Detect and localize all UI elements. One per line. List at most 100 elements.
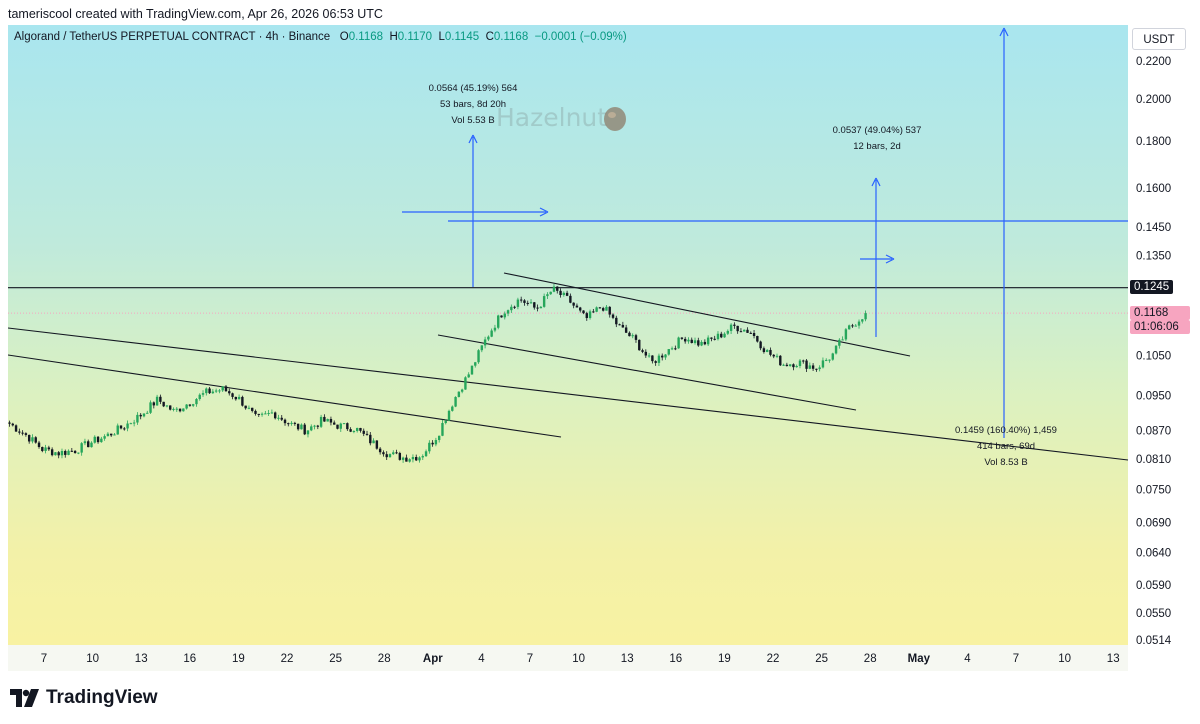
time-tick-label: 22: [767, 653, 780, 665]
candle-body: [716, 333, 720, 340]
candle-body: [401, 457, 405, 460]
candle-body: [201, 393, 205, 395]
candle-body: [729, 324, 733, 331]
high-label: H: [389, 31, 398, 43]
candle-body: [615, 317, 618, 325]
candle-body: [861, 319, 864, 322]
candle-body: [195, 399, 198, 405]
candle-body: [388, 454, 392, 458]
candle-body: [87, 441, 90, 448]
last-price-tag: 0.1168: [1130, 306, 1190, 320]
measure-label-1: 0.0564 (45.19%) 564 53 bars, 8d 20h Vol …: [422, 81, 524, 129]
candle-body: [352, 431, 356, 433]
candle-body: [362, 430, 365, 434]
candle-body: [536, 307, 539, 309]
candle-body: [313, 425, 316, 427]
candle-body: [651, 355, 654, 362]
candle-body: [752, 333, 756, 337]
trendline: [437, 334, 857, 411]
candle-body: [267, 413, 270, 415]
candle-body: [638, 339, 641, 351]
measure-2-change: 0.0537 (49.04%) 537: [832, 125, 922, 136]
candle-body: [834, 345, 838, 354]
candle-body: [595, 307, 598, 312]
close-label: C: [485, 31, 494, 43]
price-axis[interactable]: [1128, 25, 1190, 671]
candle-body: [693, 340, 697, 344]
candle-body: [808, 365, 812, 369]
time-tick-label: 19: [232, 653, 245, 665]
candle-body: [162, 401, 165, 407]
candle-body: [224, 386, 228, 392]
candle-body: [64, 450, 67, 455]
arrow-head: [999, 27, 1009, 37]
low-label: L: [438, 31, 445, 43]
candle-body: [385, 454, 388, 458]
candle-body: [726, 330, 730, 334]
time-tick-label: Apr: [423, 653, 443, 665]
chart-canvas[interactable]: 0.2200 0.2000 0.1800 0.1600 0.1450 0.1350 0.10…: [8, 25, 1190, 671]
candle-body: [460, 389, 464, 392]
candle-body: [333, 422, 336, 425]
candle-body: [490, 330, 493, 337]
candle-body: [483, 339, 487, 346]
arrow-head: [885, 254, 895, 264]
candle-body: [346, 423, 349, 430]
candle-body: [526, 302, 529, 304]
candle-body: [421, 456, 424, 458]
measure-1-bars: 53 bars, 8d 20h: [439, 99, 507, 110]
candle-body: [424, 451, 428, 457]
close-value: 0.1168: [493, 31, 529, 43]
candle-body: [785, 364, 789, 367]
candle-body: [24, 433, 28, 435]
candle-body: [96, 436, 100, 443]
candle-body: [149, 402, 152, 413]
candle-body: [736, 325, 739, 332]
time-tick-label: 7: [527, 653, 533, 665]
candle-body: [329, 418, 333, 423]
candle-body: [191, 404, 195, 406]
time-axis[interactable]: [8, 645, 1128, 671]
price-tick-label: 0.1800: [1136, 136, 1171, 148]
candle-body: [378, 448, 382, 453]
candle-body: [706, 337, 710, 345]
candle-body: [188, 404, 192, 406]
candle-body: [290, 422, 293, 424]
candle-body: [628, 332, 631, 337]
trendline: [8, 327, 1129, 461]
measure-label-2: 0.0537 (49.04%) 537 12 bars, 2d: [826, 123, 928, 155]
symbol-legend: Algorand / TetherUS PERPETUAL CONTRACT ·…: [14, 31, 627, 43]
candle-body: [710, 337, 713, 339]
candle-body: [159, 396, 162, 402]
symbol-name: Algorand / TetherUS PERPETUAL CONTRACT ·…: [14, 31, 331, 43]
candle-body: [67, 450, 70, 455]
candle-body: [493, 327, 497, 331]
candle-body: [667, 349, 670, 355]
open-value: 0.1168: [348, 31, 384, 43]
candle-body: [365, 433, 369, 435]
candle-body: [270, 412, 274, 414]
candle-body: [720, 333, 723, 338]
candle-body: [136, 414, 139, 423]
tradingview-logo[interactable]: TradingView: [10, 684, 158, 712]
candle-body: [395, 452, 398, 454]
candle-body: [700, 341, 703, 346]
measure-3-change: 0.1459 (160.40%) 1,459: [955, 425, 1057, 436]
candle-body: [444, 420, 447, 424]
candle-body: [598, 307, 602, 309]
candle-body: [182, 408, 185, 412]
candle-body: [677, 337, 680, 349]
candle-body: [690, 339, 693, 344]
candle-body: [241, 396, 244, 406]
candle-body: [562, 292, 566, 296]
time-tick-label: 16: [183, 653, 196, 665]
currency-button[interactable]: USDT: [1132, 28, 1186, 50]
arrow-head: [468, 134, 478, 144]
candle-body: [474, 362, 477, 366]
candle-body: [546, 294, 549, 297]
candle-body: [73, 450, 77, 454]
candle-body: [451, 406, 454, 411]
tradingview-icon: [10, 689, 39, 707]
candle-body: [132, 422, 136, 424]
chart-area[interactable]: Hazelnut 0.2200 0.2000 0.1800 0.1600 0.1450 0…: [8, 25, 1190, 671]
